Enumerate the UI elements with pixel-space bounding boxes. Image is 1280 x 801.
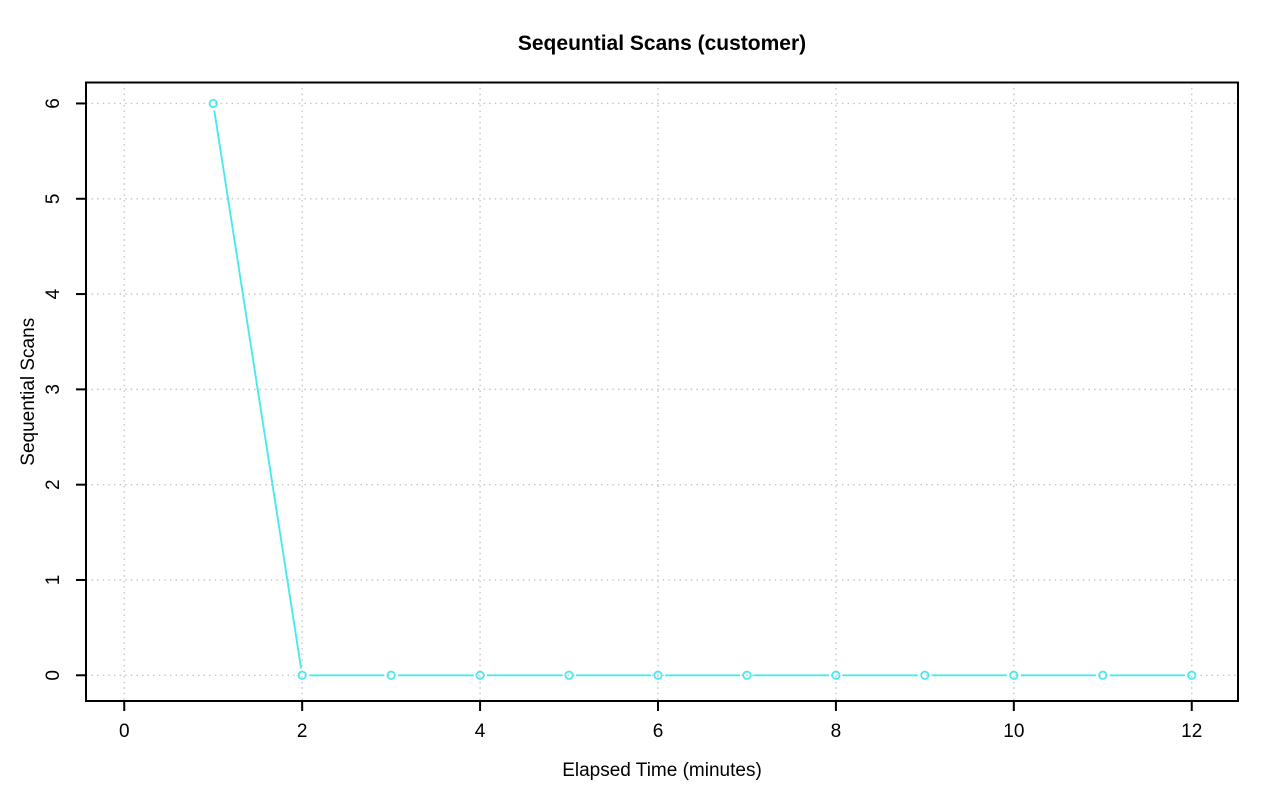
y-tick-label: 2: [43, 479, 64, 490]
x-tick-label: 2: [297, 721, 308, 742]
data-point: [297, 670, 307, 680]
y-tick-label: 4: [43, 288, 64, 299]
y-tick-label: 6: [43, 98, 64, 109]
y-tick-label: 3: [43, 384, 64, 395]
y-axis-title: Sequential Scans: [18, 318, 39, 466]
data-point: [920, 670, 930, 680]
x-tick-label: 0: [119, 721, 130, 742]
data-point: [831, 670, 841, 680]
data-point: [386, 670, 396, 680]
x-tick-label: 12: [1181, 721, 1202, 742]
plot-box: [85, 81, 1239, 702]
data-point: [475, 670, 485, 680]
x-tick-label: 10: [1003, 721, 1024, 742]
data-point: [1187, 670, 1197, 680]
y-tick-label: 0: [43, 670, 64, 681]
data-point: [742, 670, 752, 680]
data-point: [208, 98, 218, 109]
series-line-segment: [213, 110, 303, 669]
x-tick-label: 8: [831, 721, 842, 742]
data-point: [653, 670, 663, 680]
data-point: [1098, 670, 1108, 680]
data-point: [564, 670, 574, 680]
x-axis-title: Elapsed Time (minutes): [562, 760, 762, 781]
data-point: [1009, 670, 1019, 680]
y-tick-label: 1: [43, 575, 64, 586]
chart-title: Seqeuntial Scans (customer): [518, 32, 806, 55]
y-tick-label: 5: [43, 193, 64, 204]
x-tick-label: 6: [653, 721, 664, 742]
x-tick-label: 4: [475, 721, 486, 742]
